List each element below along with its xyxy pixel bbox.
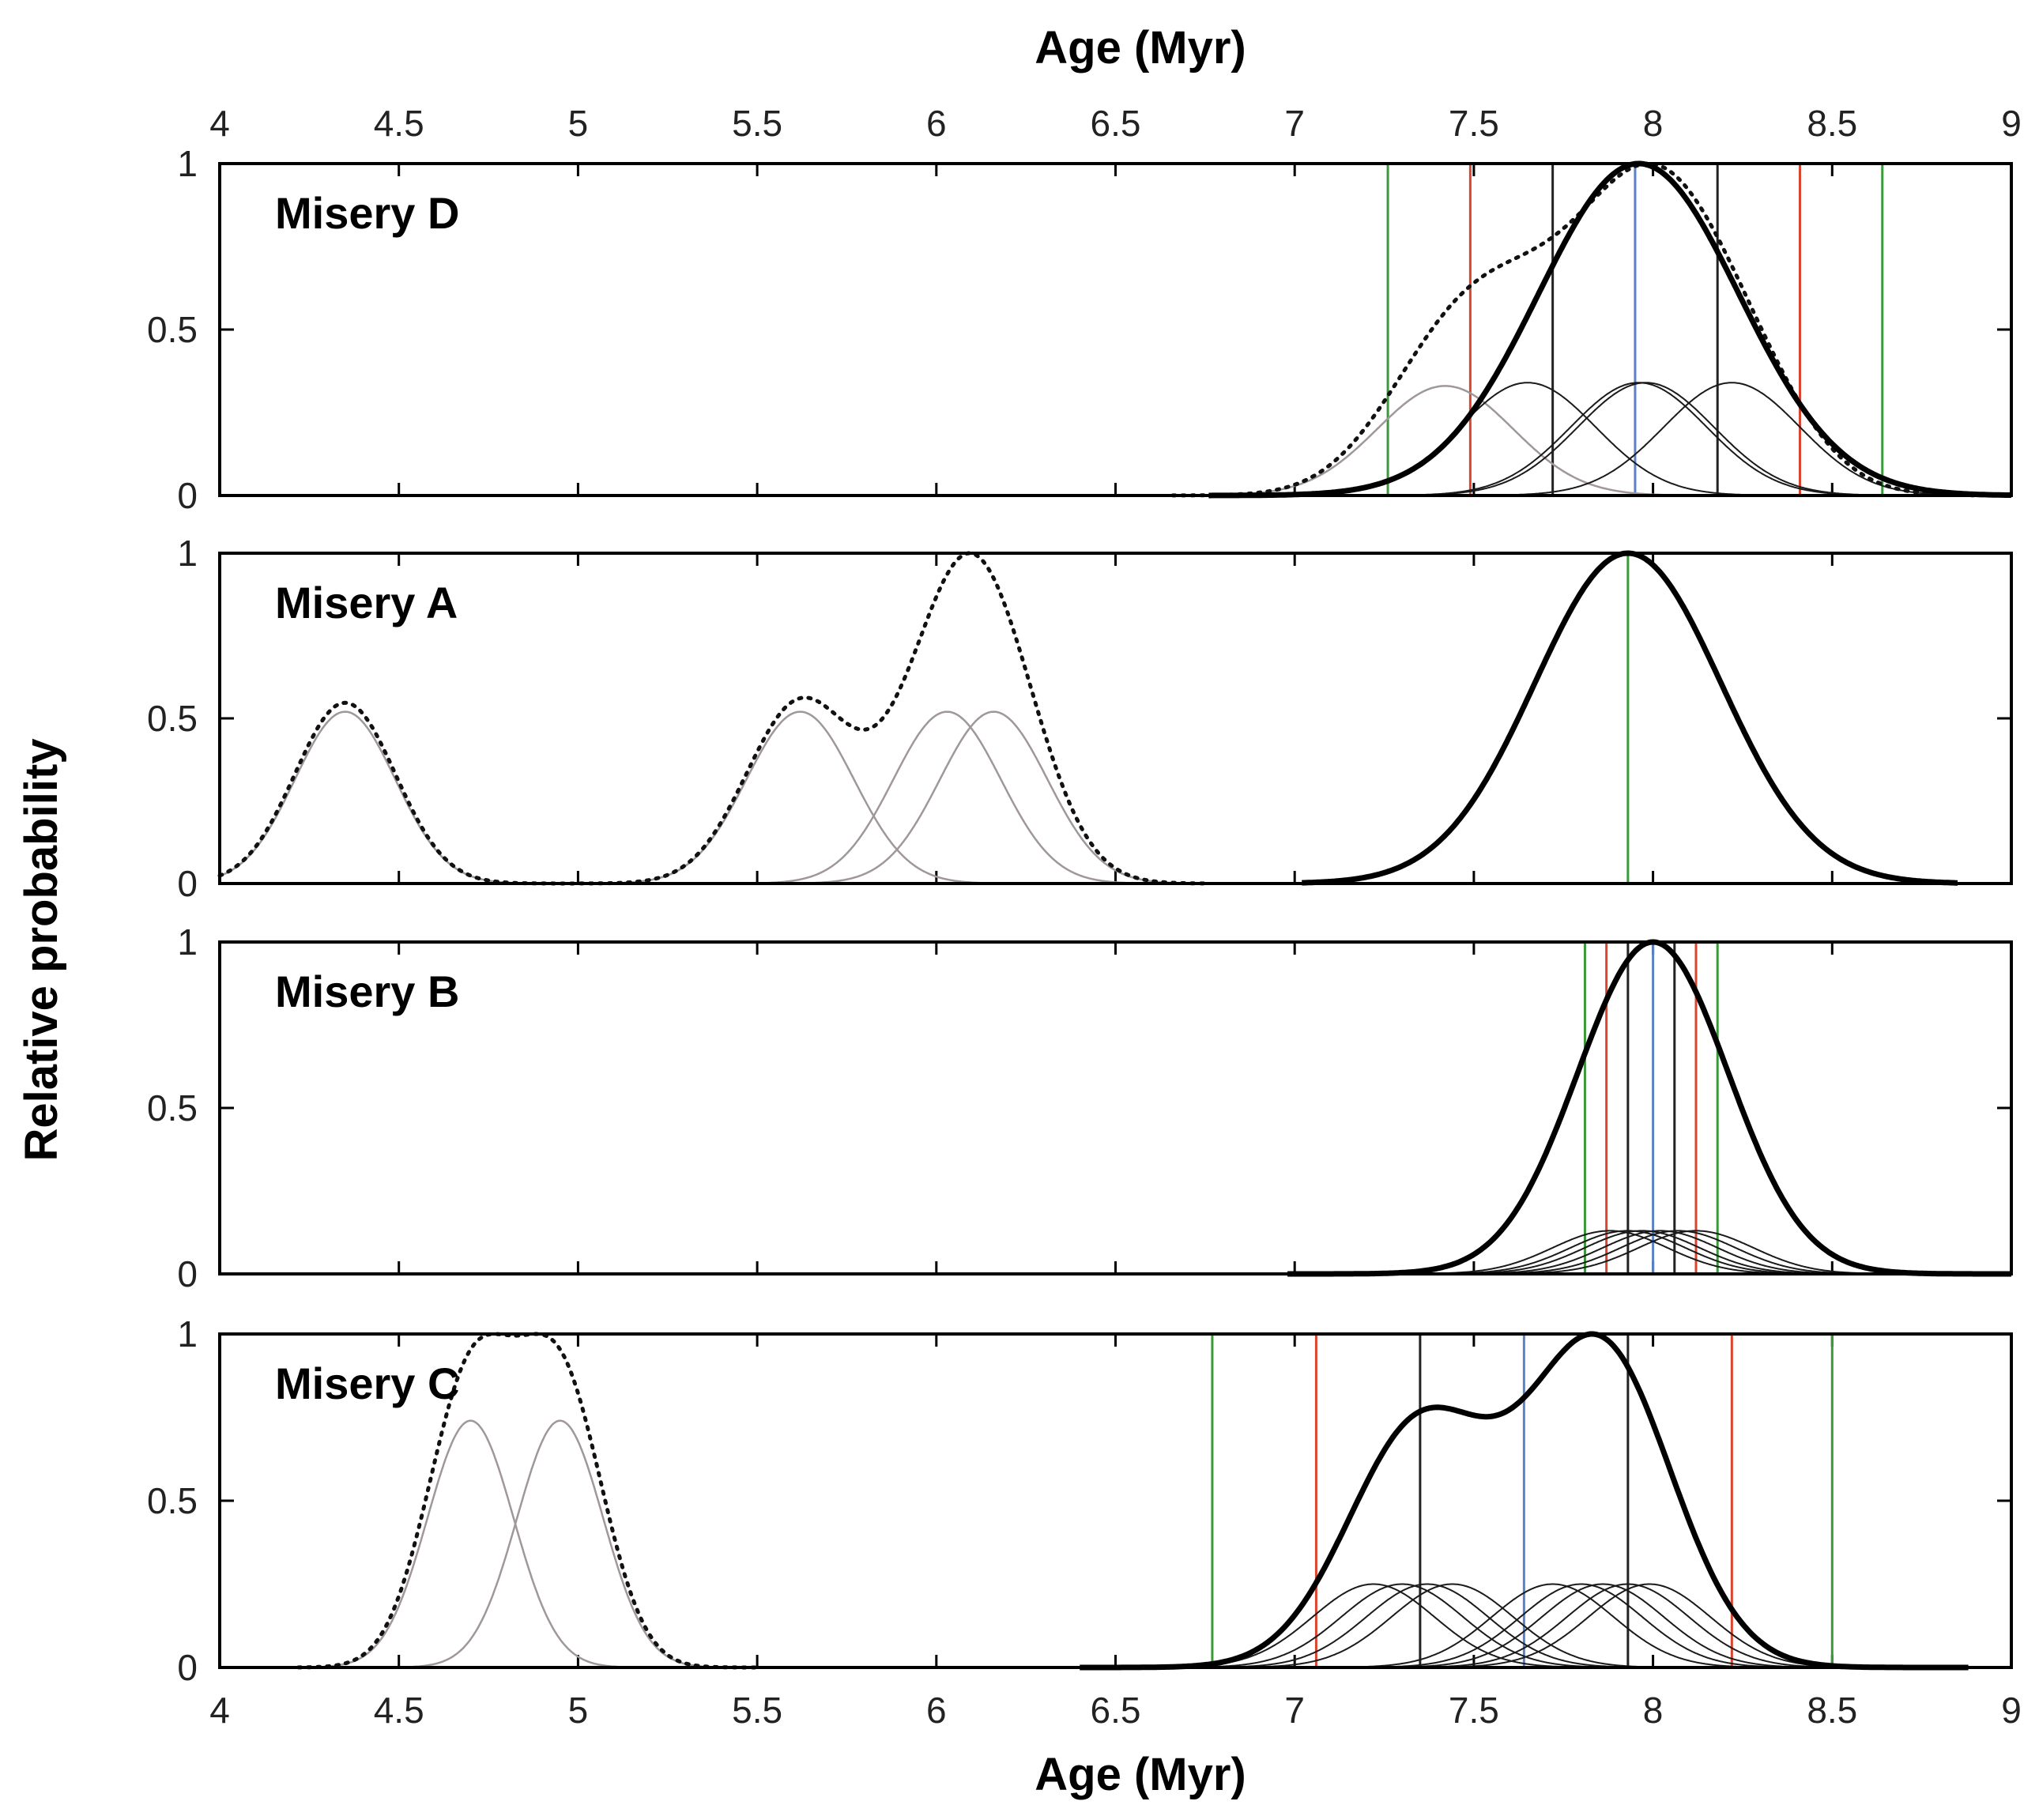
summed-probability-curve xyxy=(1286,939,2013,1277)
y-tick-label: 0 xyxy=(177,475,198,516)
component-curve xyxy=(1158,1583,1646,1668)
component-curve xyxy=(1384,1583,1872,1668)
y-tick-label: 0 xyxy=(177,1253,198,1294)
y-tick-label: 1 xyxy=(177,921,198,963)
bottom-x-tick-label: 4.5 xyxy=(374,1690,424,1731)
top-x-tick-label: 4 xyxy=(209,103,230,144)
excluded-component-curve xyxy=(585,710,1016,885)
panel-misery-b: 0 0.5 1 Misery B xyxy=(147,921,2013,1294)
component-curve xyxy=(1337,1583,1826,1668)
panel-frame xyxy=(218,552,2013,885)
y-tick-label: 0.5 xyxy=(147,1480,198,1521)
panel-label: Misery D xyxy=(275,188,459,238)
summed-probability-curve xyxy=(1300,550,1959,886)
summed-probability-curve xyxy=(1208,160,2012,499)
bottom-x-tick-label: 6 xyxy=(926,1690,947,1731)
bottom-x-tick-label: 5.5 xyxy=(732,1690,782,1731)
panel-frame xyxy=(218,1332,2013,1669)
excluded-component-curve xyxy=(298,1419,643,1669)
panel-label: Misery B xyxy=(275,967,459,1016)
y-tick-label: 0 xyxy=(177,863,198,904)
top-x-tick-label: 5.5 xyxy=(732,103,782,144)
summed-probability-curve xyxy=(1079,1331,1969,1671)
panel-misery-a: 0 0.5 1 Misery A xyxy=(147,533,2013,904)
excluded-component-curve xyxy=(732,710,1163,885)
x-axis-title: Age (Myr) xyxy=(1035,1749,1246,1800)
top-x-tick-label: 7 xyxy=(1284,103,1305,144)
bottom-x-tick-label: 8.5 xyxy=(1807,1690,1857,1731)
component-curve xyxy=(1309,1583,1796,1668)
excluded-component-curve xyxy=(1172,385,1718,497)
component-curve xyxy=(1183,1583,1672,1668)
bottom-x-tick-label: 4 xyxy=(209,1690,230,1731)
y-tick-label: 1 xyxy=(177,143,198,184)
y-tick-label: 1 xyxy=(177,533,198,574)
y-tick-label: 0.5 xyxy=(147,1087,198,1129)
component-curve xyxy=(1208,1583,1696,1668)
top-x-tick-label: 9 xyxy=(2001,103,2022,144)
top-x-tick-label: 6 xyxy=(926,103,947,144)
bottom-x-tick-label: 6.5 xyxy=(1091,1690,1141,1731)
bottom-x-tick-label: 8 xyxy=(1643,1690,1664,1731)
y-tick-label: 0.5 xyxy=(147,309,198,350)
panel-label: Misery C xyxy=(275,1358,459,1408)
top-x-tick-label: 7.5 xyxy=(1449,103,1499,144)
top-x-tick-label: 8.5 xyxy=(1807,103,1857,144)
y-tick-label: 1 xyxy=(177,1313,198,1355)
bottom-x-tick-label: 5 xyxy=(568,1690,589,1731)
y-tick-label: 0 xyxy=(177,1647,198,1688)
dotted-summed-curve xyxy=(1170,161,2007,498)
component-curve xyxy=(1359,1583,1847,1668)
component-curve xyxy=(1459,382,2004,496)
top-axis-title: Age (Myr) xyxy=(1035,22,1246,73)
y-axis-title: Relative probability xyxy=(16,738,67,1161)
panel-frame xyxy=(218,162,2013,497)
top-x-tick-label: 8 xyxy=(1643,103,1664,144)
component-curve xyxy=(1405,1583,1894,1668)
excluded-component-curve xyxy=(388,1419,733,1669)
top-x-tick-label: 4.5 xyxy=(374,103,424,144)
top-x-tick-label: 6.5 xyxy=(1091,103,1141,144)
panel-misery-d: 0 0.5 1 Misery D xyxy=(147,143,2013,516)
panel-label: Misery A xyxy=(275,578,458,627)
y-tick-label: 0.5 xyxy=(147,698,198,739)
top-x-tick-label: 5 xyxy=(568,103,589,144)
panel-misery-c: 0 0.5 1 Misery C xyxy=(147,1313,2013,1688)
bottom-x-tick-label: 7 xyxy=(1284,1690,1305,1731)
component-curve xyxy=(1373,382,1919,496)
panel-frame xyxy=(218,940,2013,1276)
bottom-x-tick-label: 7.5 xyxy=(1449,1690,1499,1731)
bottom-x-tick-label: 9 xyxy=(2001,1690,2022,1731)
excluded-component-curve xyxy=(219,710,546,885)
dotted-summed-curve xyxy=(217,551,1208,886)
